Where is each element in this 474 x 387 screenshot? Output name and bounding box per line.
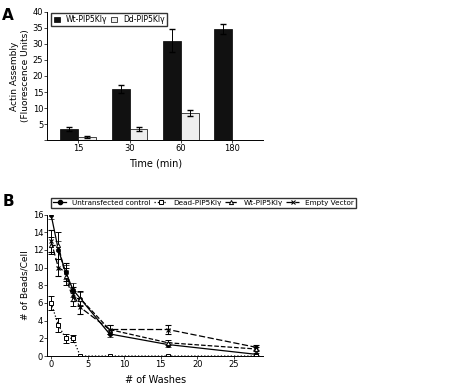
Text: A: A: [2, 8, 14, 23]
Bar: [181, 113, 199, 140]
Bar: [78, 137, 96, 140]
X-axis label: # of Washes: # of Washes: [125, 375, 186, 385]
Bar: [214, 29, 232, 140]
Bar: [111, 89, 129, 140]
Legend: Wt-PIP5Klγ, Dd-PIP5Klγ: Wt-PIP5Klγ, Dd-PIP5Klγ: [51, 13, 167, 26]
Bar: [163, 41, 181, 140]
X-axis label: Time (min): Time (min): [128, 159, 182, 169]
Bar: [129, 129, 147, 140]
Legend: Untransfected control, Dead-PIP5Klγ, Wt-PIP5Klγ, Empty Vector: Untransfected control, Dead-PIP5Klγ, Wt-…: [51, 198, 356, 208]
Y-axis label: # of Beads/Cell: # of Beads/Cell: [21, 250, 30, 320]
Bar: [60, 129, 78, 140]
Y-axis label: Actin Assembly
(Fluorescence Units): Actin Assembly (Fluorescence Units): [10, 29, 30, 122]
Text: B: B: [2, 194, 14, 209]
